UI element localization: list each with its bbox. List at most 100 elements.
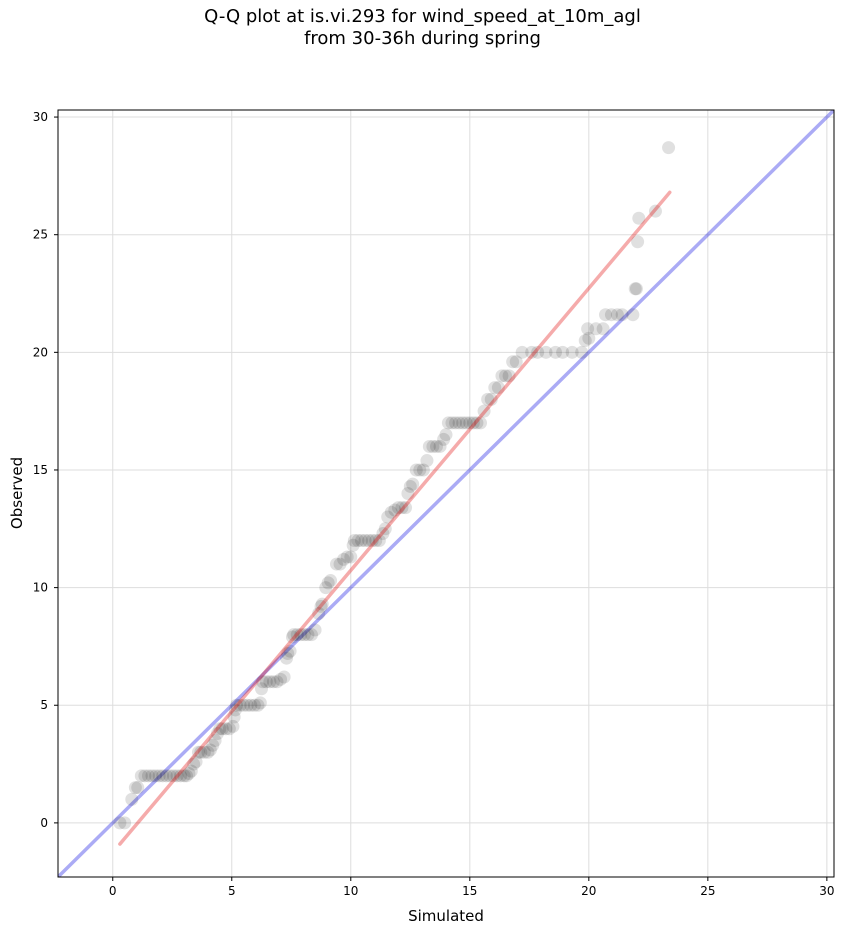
data-point [346, 538, 360, 552]
data-point [305, 628, 319, 642]
data-point [470, 416, 484, 430]
y-tick-label: 30 [33, 110, 48, 124]
x-tick-label: 20 [581, 884, 596, 898]
data-point [381, 510, 395, 524]
data-point [297, 628, 311, 642]
y-tick-label: 0 [40, 816, 48, 830]
data-point [495, 369, 509, 383]
data-point [388, 503, 402, 517]
x-axis-label: Simulated [408, 907, 484, 925]
plot-area [58, 110, 834, 877]
data-point [362, 534, 376, 548]
x-tick-label: 15 [462, 884, 477, 898]
x-tick-label: 5 [228, 884, 236, 898]
data-point [138, 769, 152, 783]
data-point [256, 675, 270, 689]
data-point [582, 331, 596, 345]
data-point [228, 703, 242, 717]
data-point [314, 599, 328, 613]
data-point [525, 345, 539, 359]
data-point [632, 211, 646, 225]
data-point [399, 501, 413, 515]
data-point [604, 308, 618, 322]
grid [58, 110, 834, 877]
data-point [166, 769, 180, 783]
data-point [131, 781, 145, 795]
data-point [565, 345, 579, 359]
data-point [628, 282, 642, 296]
y-tick-label: 10 [33, 581, 48, 595]
data-point [294, 628, 308, 642]
data-point [449, 416, 463, 430]
data-point [426, 439, 440, 453]
data-point [445, 416, 459, 430]
data-point [244, 698, 258, 712]
data-point [456, 416, 470, 430]
data-point [222, 722, 236, 736]
data-point [662, 141, 676, 155]
data-point [324, 574, 338, 588]
data-point [626, 308, 640, 322]
data-point [230, 698, 244, 712]
data-point [191, 745, 205, 759]
data-point [406, 477, 420, 491]
data-point [484, 392, 498, 406]
data-point [170, 769, 184, 783]
data-point [347, 534, 361, 548]
data-point [213, 722, 227, 736]
data-point [315, 597, 329, 611]
data-point [598, 308, 612, 322]
data-point [474, 416, 488, 430]
data-point [259, 675, 273, 689]
data-point [290, 628, 304, 642]
data-point [391, 501, 405, 515]
data-point [631, 235, 645, 249]
data-point [263, 675, 277, 689]
data-point [283, 644, 297, 658]
data-point [539, 345, 553, 359]
data-point [180, 769, 194, 783]
data-point [227, 710, 241, 724]
y-tick-label: 5 [40, 698, 48, 712]
data-point [159, 769, 173, 783]
data-point [648, 204, 662, 218]
y-tick-label: 15 [33, 463, 48, 477]
data-point [203, 743, 217, 757]
data-point [629, 282, 643, 296]
data-point [281, 646, 295, 660]
data-point [509, 355, 523, 369]
data-point [459, 416, 473, 430]
data-point [344, 550, 358, 564]
data-point [589, 322, 603, 336]
data-point [333, 557, 347, 571]
data-point [226, 719, 240, 733]
data-point [208, 734, 222, 748]
data-point [301, 628, 315, 642]
data-point [403, 479, 417, 493]
data-point [466, 416, 480, 430]
data-point [184, 764, 198, 778]
data-point [481, 392, 495, 406]
data-point [330, 557, 344, 571]
data-point [491, 381, 505, 395]
data-point [285, 630, 299, 644]
data-point [312, 606, 326, 620]
data-point [128, 781, 142, 795]
data-point [277, 670, 291, 684]
data-point [274, 672, 288, 686]
data-point [118, 816, 132, 830]
data-point [413, 463, 427, 477]
data-point [266, 675, 280, 689]
data-point [452, 416, 466, 430]
data-point [433, 439, 447, 453]
data-point [145, 769, 159, 783]
data-point [206, 738, 220, 752]
data-point [502, 369, 516, 383]
data-point [240, 698, 254, 712]
data-point [575, 345, 589, 359]
data-point [429, 439, 443, 453]
data-point [506, 355, 520, 369]
data-point [515, 345, 529, 359]
data-point [201, 745, 215, 759]
